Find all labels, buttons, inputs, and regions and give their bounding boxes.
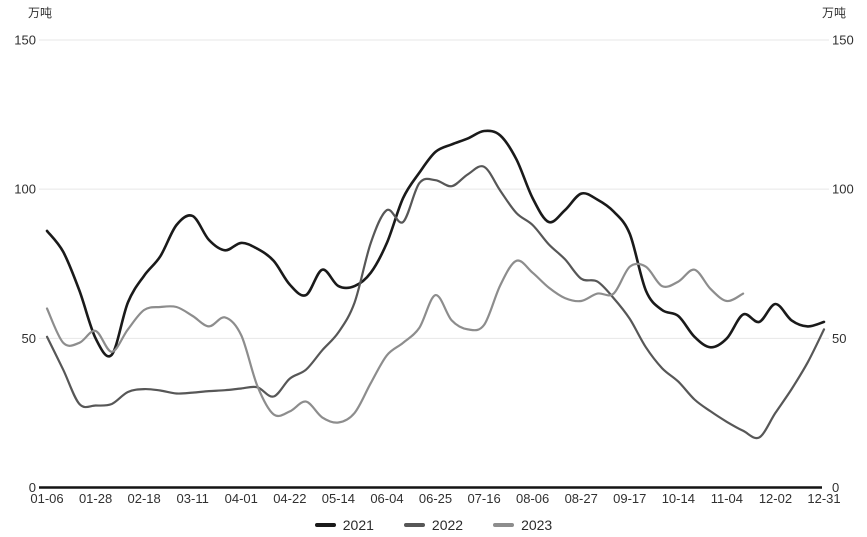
- legend-item-2023[interactable]: 2023: [493, 517, 552, 533]
- y-tick-right-150: 150: [832, 33, 854, 48]
- series-line-2021[interactable]: [45, 129, 826, 358]
- x-tick-01-28: 01-28: [79, 491, 112, 506]
- x-tick-05-14: 05-14: [322, 491, 355, 506]
- x-tick-11-04: 11-04: [711, 491, 743, 506]
- x-tick-06-25: 06-25: [419, 491, 452, 506]
- x-tick-06-04: 06-04: [370, 491, 403, 506]
- y-tick-right-100: 100: [832, 182, 854, 197]
- x-tick-09-17: 09-17: [613, 491, 646, 506]
- y-axis-unit-left: 万吨: [28, 6, 53, 20]
- y-tick-left-0: 0: [29, 480, 36, 495]
- x-tick-10-14: 10-14: [662, 491, 695, 506]
- y-tick-right-50: 50: [832, 331, 846, 346]
- x-tick-08-27: 08-27: [565, 491, 598, 506]
- series-line-2022[interactable]: [45, 165, 826, 440]
- legend-label-2022: 2022: [431, 517, 464, 533]
- y-tick-left-50: 50: [22, 331, 36, 346]
- y-tick-left-100: 100: [14, 182, 36, 197]
- x-tick-12-31: 12-31: [807, 491, 840, 506]
- legend-item-2022[interactable]: 2022: [403, 517, 464, 533]
- y-axis-unit-right: 万吨: [821, 6, 846, 20]
- legend-label-2023: 2023: [521, 517, 553, 533]
- y-tick-right-0: 0: [832, 480, 839, 495]
- series-line-2023[interactable]: [45, 259, 745, 424]
- legend-swatch-2023: [493, 523, 515, 527]
- y-tick-left-150: 150: [14, 33, 36, 48]
- legend-swatch-2022: [403, 523, 425, 527]
- x-tick-03-11: 03-11: [177, 491, 209, 506]
- x-tick-08-06: 08-06: [516, 491, 549, 506]
- legend-label-2021: 2021: [342, 517, 374, 533]
- x-tick-07-16: 07-16: [467, 491, 500, 506]
- x-tick-02-18: 02-18: [128, 491, 161, 506]
- x-tick-04-22: 04-22: [273, 491, 306, 506]
- x-tick-12-02: 12-02: [759, 491, 792, 506]
- x-tick-01-06: 01-06: [30, 491, 63, 506]
- chart-legend: 2021 2022 2023: [0, 517, 867, 533]
- legend-swatch-2021: [314, 523, 336, 527]
- x-tick-04-01: 04-01: [225, 491, 258, 506]
- legend-item-2021[interactable]: 2021: [314, 517, 374, 533]
